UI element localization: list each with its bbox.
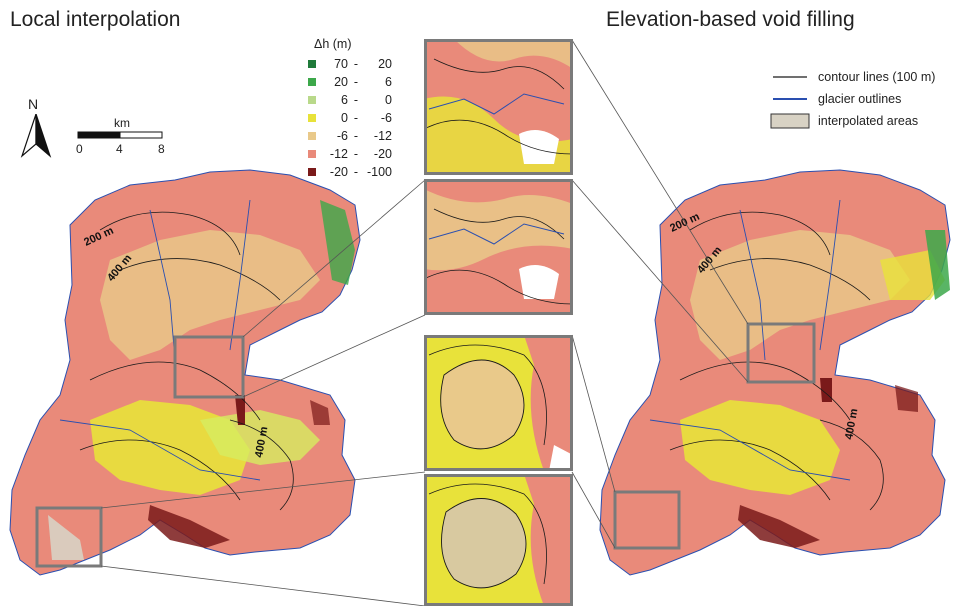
left-ice-cap-map — [9, 169, 361, 576]
legend-swatch — [308, 168, 316, 176]
legend-class-row: 20- 6 — [308, 73, 392, 91]
legend-swatch — [308, 60, 316, 68]
right-zoom-frame-upper — [746, 322, 816, 384]
legend-dash: - — [353, 75, 359, 89]
legend-contour-label: contour lines (100 m) — [818, 70, 936, 84]
legend-swatch — [308, 132, 316, 140]
right-panel-title: Elevation-based void filling — [606, 8, 855, 31]
legend-dash: - — [353, 57, 359, 71]
legend-high: -6 — [380, 111, 392, 125]
legend-high: -100 — [366, 165, 392, 179]
legend-low: -6 — [336, 129, 348, 143]
inset-lower-void-filling — [424, 335, 573, 471]
scale-unit: km — [114, 116, 130, 130]
legend-swatch — [308, 96, 316, 104]
legend-class-row: -20- -100 — [308, 163, 392, 181]
legend-class-row: 6- 0 — [308, 91, 392, 109]
legend-swatch — [308, 150, 316, 158]
legend-class-row: -6- -12 — [308, 127, 392, 145]
left-zoom-frame-lower — [35, 506, 103, 568]
legend-dash: - — [353, 111, 359, 125]
north-arrow: N — [16, 96, 56, 160]
right-zoom-frame-lower — [613, 490, 681, 550]
legend-glacier-label: glacier outlines — [818, 92, 902, 106]
right-ice-cap-map — [599, 169, 951, 576]
left-zoom-frame-upper — [173, 335, 245, 399]
left-contour-label-400b: 400 m — [253, 426, 270, 459]
legend-low: 70 — [334, 57, 348, 71]
elevation-change-legend: Δh (m) 70-20 20-6 6-0 0- -6 -6- -12 -12- -20 -20-… — [308, 37, 392, 181]
north-label: N — [28, 96, 39, 112]
legend-low: 0 — [341, 111, 348, 125]
scale-bar-graphic — [77, 131, 163, 139]
connector-lines — [100, 39, 749, 606]
scale-tick-0: 0 — [76, 142, 83, 156]
scale-tick-8: 8 — [158, 142, 165, 156]
scale-tick-4: 4 — [116, 142, 123, 156]
legend-glacier-row: glacier outlines — [770, 88, 935, 110]
legend-high: 6 — [385, 75, 392, 89]
scale-bar: km 0 4 8 — [76, 116, 186, 160]
legend-dash: - — [353, 147, 359, 161]
inset-upper-void-filling — [424, 39, 573, 175]
legend-class-row: 0- -6 — [308, 109, 392, 127]
legend-class-row: 70- 20 — [308, 55, 392, 73]
inset-lower-local-interpolation — [424, 474, 573, 606]
legend-contour-row: contour lines (100 m) — [770, 66, 935, 88]
legend-low: 20 — [334, 75, 348, 89]
layers-legend: contour lines (100 m) glacier outlines i… — [770, 66, 935, 132]
inset-upper-local-interpolation — [424, 179, 573, 315]
legend-swatch — [308, 114, 316, 122]
legend-low: 6 — [341, 93, 348, 107]
right-contour-label-400b: 400 m — [843, 408, 860, 441]
legend-low: -12 — [329, 147, 348, 161]
legend-high: -20 — [373, 147, 392, 161]
legend-swatch — [308, 78, 316, 86]
legend-interp-row: interpolated areas — [770, 110, 935, 132]
legend-high: -12 — [373, 129, 392, 143]
legend-header: Δh (m) — [314, 37, 352, 51]
legend-dash: - — [353, 93, 359, 107]
north-arrow-icon — [20, 114, 52, 158]
legend-interp-label: interpolated areas — [818, 114, 919, 128]
legend-class-row: -12- -20 — [308, 145, 392, 163]
left-panel-title: Local interpolation — [10, 8, 181, 31]
legend-high: 0 — [385, 93, 392, 107]
legend-high: 20 — [378, 57, 392, 71]
legend-dash: - — [353, 165, 359, 179]
legend-dash: - — [353, 129, 359, 143]
legend-low: -20 — [329, 165, 348, 179]
